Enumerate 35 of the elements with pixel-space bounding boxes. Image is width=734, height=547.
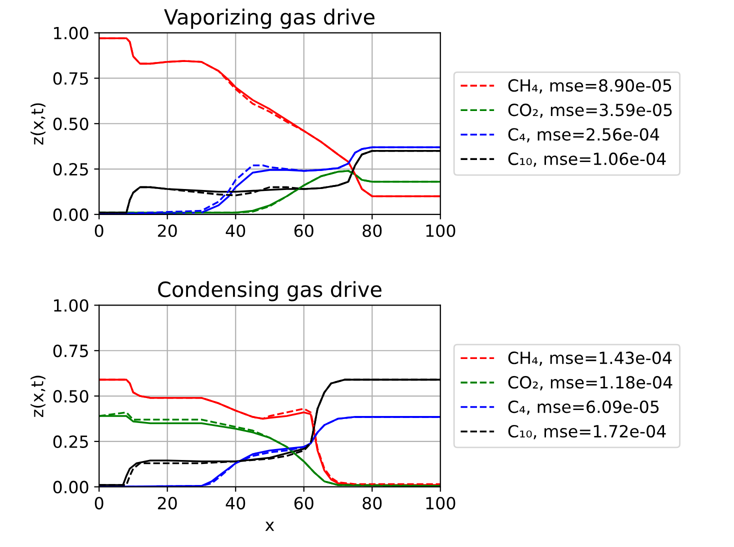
legend-label: C₁₀, mse=1.06e-04	[508, 152, 666, 167]
x-tick-label: 20	[158, 224, 177, 238]
y-tick-label: 0.00	[53, 208, 88, 221]
y-tick-label: 0.50	[53, 118, 88, 130]
y-tick-label: 0.25	[53, 162, 88, 176]
x-tick-label: 40	[226, 224, 246, 238]
y-tick-label: 0.00	[53, 480, 88, 494]
x-tick-label: 0	[94, 496, 104, 510]
x-tick-label: 80	[362, 496, 382, 510]
y-tick-label: 0.75	[53, 344, 88, 358]
y-tick-label: 0.75	[53, 72, 88, 85]
x-tick-label: 40	[226, 496, 246, 510]
x-tick-label: 60	[294, 496, 314, 510]
x-tick-label: 60	[294, 224, 314, 238]
chart-title: Condensing gas drive	[158, 281, 382, 302]
x-axis-title: x	[265, 522, 274, 531]
legend-label: C₄, mse=6.09e-05	[508, 400, 659, 415]
y-tick-label: 1.00	[54, 26, 88, 40]
y-tick-label: 1.00	[54, 299, 88, 312]
x-tick-label: 20	[158, 496, 177, 510]
legend-label: CO₂, mse=3.59e-05	[508, 104, 672, 118]
x-tick-label: 80	[362, 224, 382, 238]
x-tick-label: 100	[426, 224, 456, 238]
y-tick-label: 0.50	[53, 390, 88, 403]
legend-label: CO₂, mse=1.18e-04	[508, 376, 672, 390]
chart-title: Vaporizing gas drive	[164, 8, 374, 29]
y-axis-title: z(x,t)	[30, 376, 46, 418]
x-tick-label: 100	[426, 496, 456, 510]
legend-label: C₁₀, mse=1.72e-04	[508, 424, 666, 440]
y-tick-label: 0.25	[53, 435, 88, 448]
x-tick-label: 0	[94, 224, 104, 238]
legend-label: C₄, mse=2.56e-04	[508, 128, 660, 142]
legend-label: CH₄, mse=1.43e-04	[508, 352, 672, 366]
y-axis-title: z(x,t)	[30, 103, 46, 145]
legend-label: CH₄, mse=8.90e-05	[508, 79, 672, 94]
